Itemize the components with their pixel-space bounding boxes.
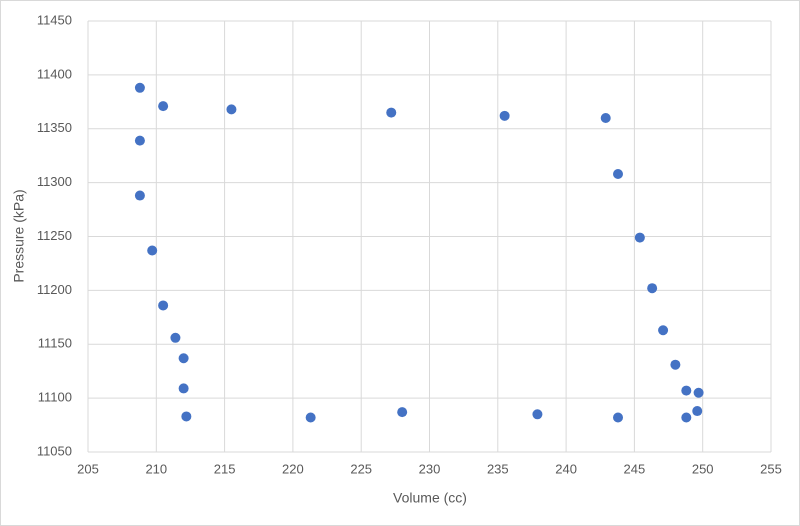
point — [181, 411, 192, 422]
point — [134, 82, 145, 93]
point — [226, 104, 237, 115]
point — [499, 110, 510, 121]
point — [134, 190, 145, 201]
point — [305, 412, 316, 423]
point — [134, 135, 145, 146]
point — [600, 112, 611, 123]
x-tick-label: 230 — [419, 461, 441, 476]
y-tick-label: 11400 — [37, 66, 72, 81]
point — [178, 383, 189, 394]
point — [170, 332, 181, 343]
point — [158, 101, 169, 112]
x-tick-label: 245 — [624, 461, 646, 476]
y-tick-label: 11250 — [37, 228, 72, 243]
point — [147, 245, 158, 256]
x-tick-label: 225 — [350, 461, 372, 476]
y-tick-label: 11300 — [37, 174, 72, 189]
y-tick-label: 11100 — [38, 390, 72, 405]
point — [158, 300, 169, 311]
point — [681, 385, 692, 396]
point — [693, 387, 704, 398]
point — [532, 409, 543, 420]
x-axis-title: Volume (cc) — [393, 490, 467, 506]
point — [681, 412, 692, 423]
y-tick-label: 11200 — [37, 282, 72, 297]
point — [692, 406, 703, 417]
point — [386, 107, 397, 118]
x-tick-label: 235 — [487, 461, 509, 476]
x-tick-label: 240 — [555, 461, 577, 476]
point — [613, 169, 624, 180]
y-tick-label: 11350 — [37, 120, 72, 135]
point — [613, 412, 624, 423]
point — [670, 359, 681, 370]
x-tick-label: 215 — [214, 461, 236, 476]
x-tick-label: 210 — [145, 461, 167, 476]
point — [178, 353, 189, 364]
x-tick-label: 255 — [760, 461, 782, 476]
y-tick-label: 11450 — [37, 12, 72, 27]
y-tick-label: 11050 — [37, 443, 72, 458]
y-tick-label: 11150 — [38, 336, 72, 351]
x-tick-label: 250 — [692, 461, 714, 476]
point — [658, 325, 669, 336]
point — [397, 407, 408, 418]
x-tick-label: 220 — [282, 461, 304, 476]
point — [634, 232, 645, 243]
x-tick-label: 205 — [77, 461, 99, 476]
y-axis-title: Pressure (kPa) — [11, 189, 27, 282]
point — [647, 283, 658, 294]
